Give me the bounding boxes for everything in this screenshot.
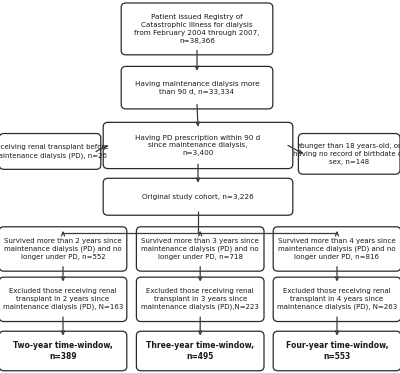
Text: Three-year time-window,
n=495: Three-year time-window, n=495 bbox=[146, 341, 254, 361]
FancyBboxPatch shape bbox=[103, 178, 293, 215]
Text: Having PD prescription within 90 d
since maintenance dialysis,
n=3,400: Having PD prescription within 90 d since… bbox=[135, 135, 261, 156]
FancyBboxPatch shape bbox=[298, 134, 400, 174]
FancyBboxPatch shape bbox=[273, 227, 400, 271]
Text: Original study cohort, n=3,226: Original study cohort, n=3,226 bbox=[142, 194, 254, 200]
FancyBboxPatch shape bbox=[136, 227, 264, 271]
Text: Excluded those receiving renal
transplant in 4 years since
maintenance dialysis : Excluded those receiving renal transplan… bbox=[277, 288, 397, 310]
Text: Survived more than 3 years since
maintenance dialysis (PD) and no
longer under P: Survived more than 3 years since mainten… bbox=[141, 238, 259, 260]
Text: Excluded those receiving renal
transplant in 2 years since
maintenance dialysis : Excluded those receiving renal transplan… bbox=[3, 288, 123, 310]
FancyBboxPatch shape bbox=[136, 331, 264, 371]
FancyBboxPatch shape bbox=[136, 277, 264, 322]
FancyBboxPatch shape bbox=[121, 3, 273, 55]
Text: Four-year time-window,
n=553: Four-year time-window, n=553 bbox=[286, 341, 388, 361]
Text: Receiving renal transplant before
maintenance dialysis (PD), n=26: Receiving renal transplant before mainte… bbox=[0, 144, 108, 159]
FancyBboxPatch shape bbox=[103, 122, 293, 169]
FancyBboxPatch shape bbox=[273, 331, 400, 371]
FancyBboxPatch shape bbox=[121, 66, 273, 109]
Text: Two-year time-window,
n=389: Two-year time-window, n=389 bbox=[13, 341, 113, 361]
Text: Survived more than 4 years since
maintenance dialysis (PD) and no
longer under P: Survived more than 4 years since mainten… bbox=[278, 238, 396, 260]
FancyBboxPatch shape bbox=[0, 331, 127, 371]
Text: Younger than 18 years-old, or
having no record of birthdate or
sex, n=148: Younger than 18 years-old, or having no … bbox=[293, 143, 400, 164]
Text: Having maintenance dialysis more
than 90 d, n=33,334: Having maintenance dialysis more than 90… bbox=[135, 81, 259, 94]
Text: Patient issued Registry of
Catastrophic Illness for dialysis
from February 2004 : Patient issued Registry of Catastrophic … bbox=[134, 14, 260, 44]
FancyBboxPatch shape bbox=[0, 277, 127, 322]
FancyBboxPatch shape bbox=[0, 134, 101, 169]
FancyBboxPatch shape bbox=[273, 277, 400, 322]
FancyBboxPatch shape bbox=[0, 227, 127, 271]
Text: Excluded those receiving renal
transplant in 3 years since
maintenance dialysis : Excluded those receiving renal transplan… bbox=[141, 288, 259, 310]
Text: Survived more than 2 years since
maintenance dialysis (PD) and no
longer under P: Survived more than 2 years since mainten… bbox=[4, 238, 122, 260]
